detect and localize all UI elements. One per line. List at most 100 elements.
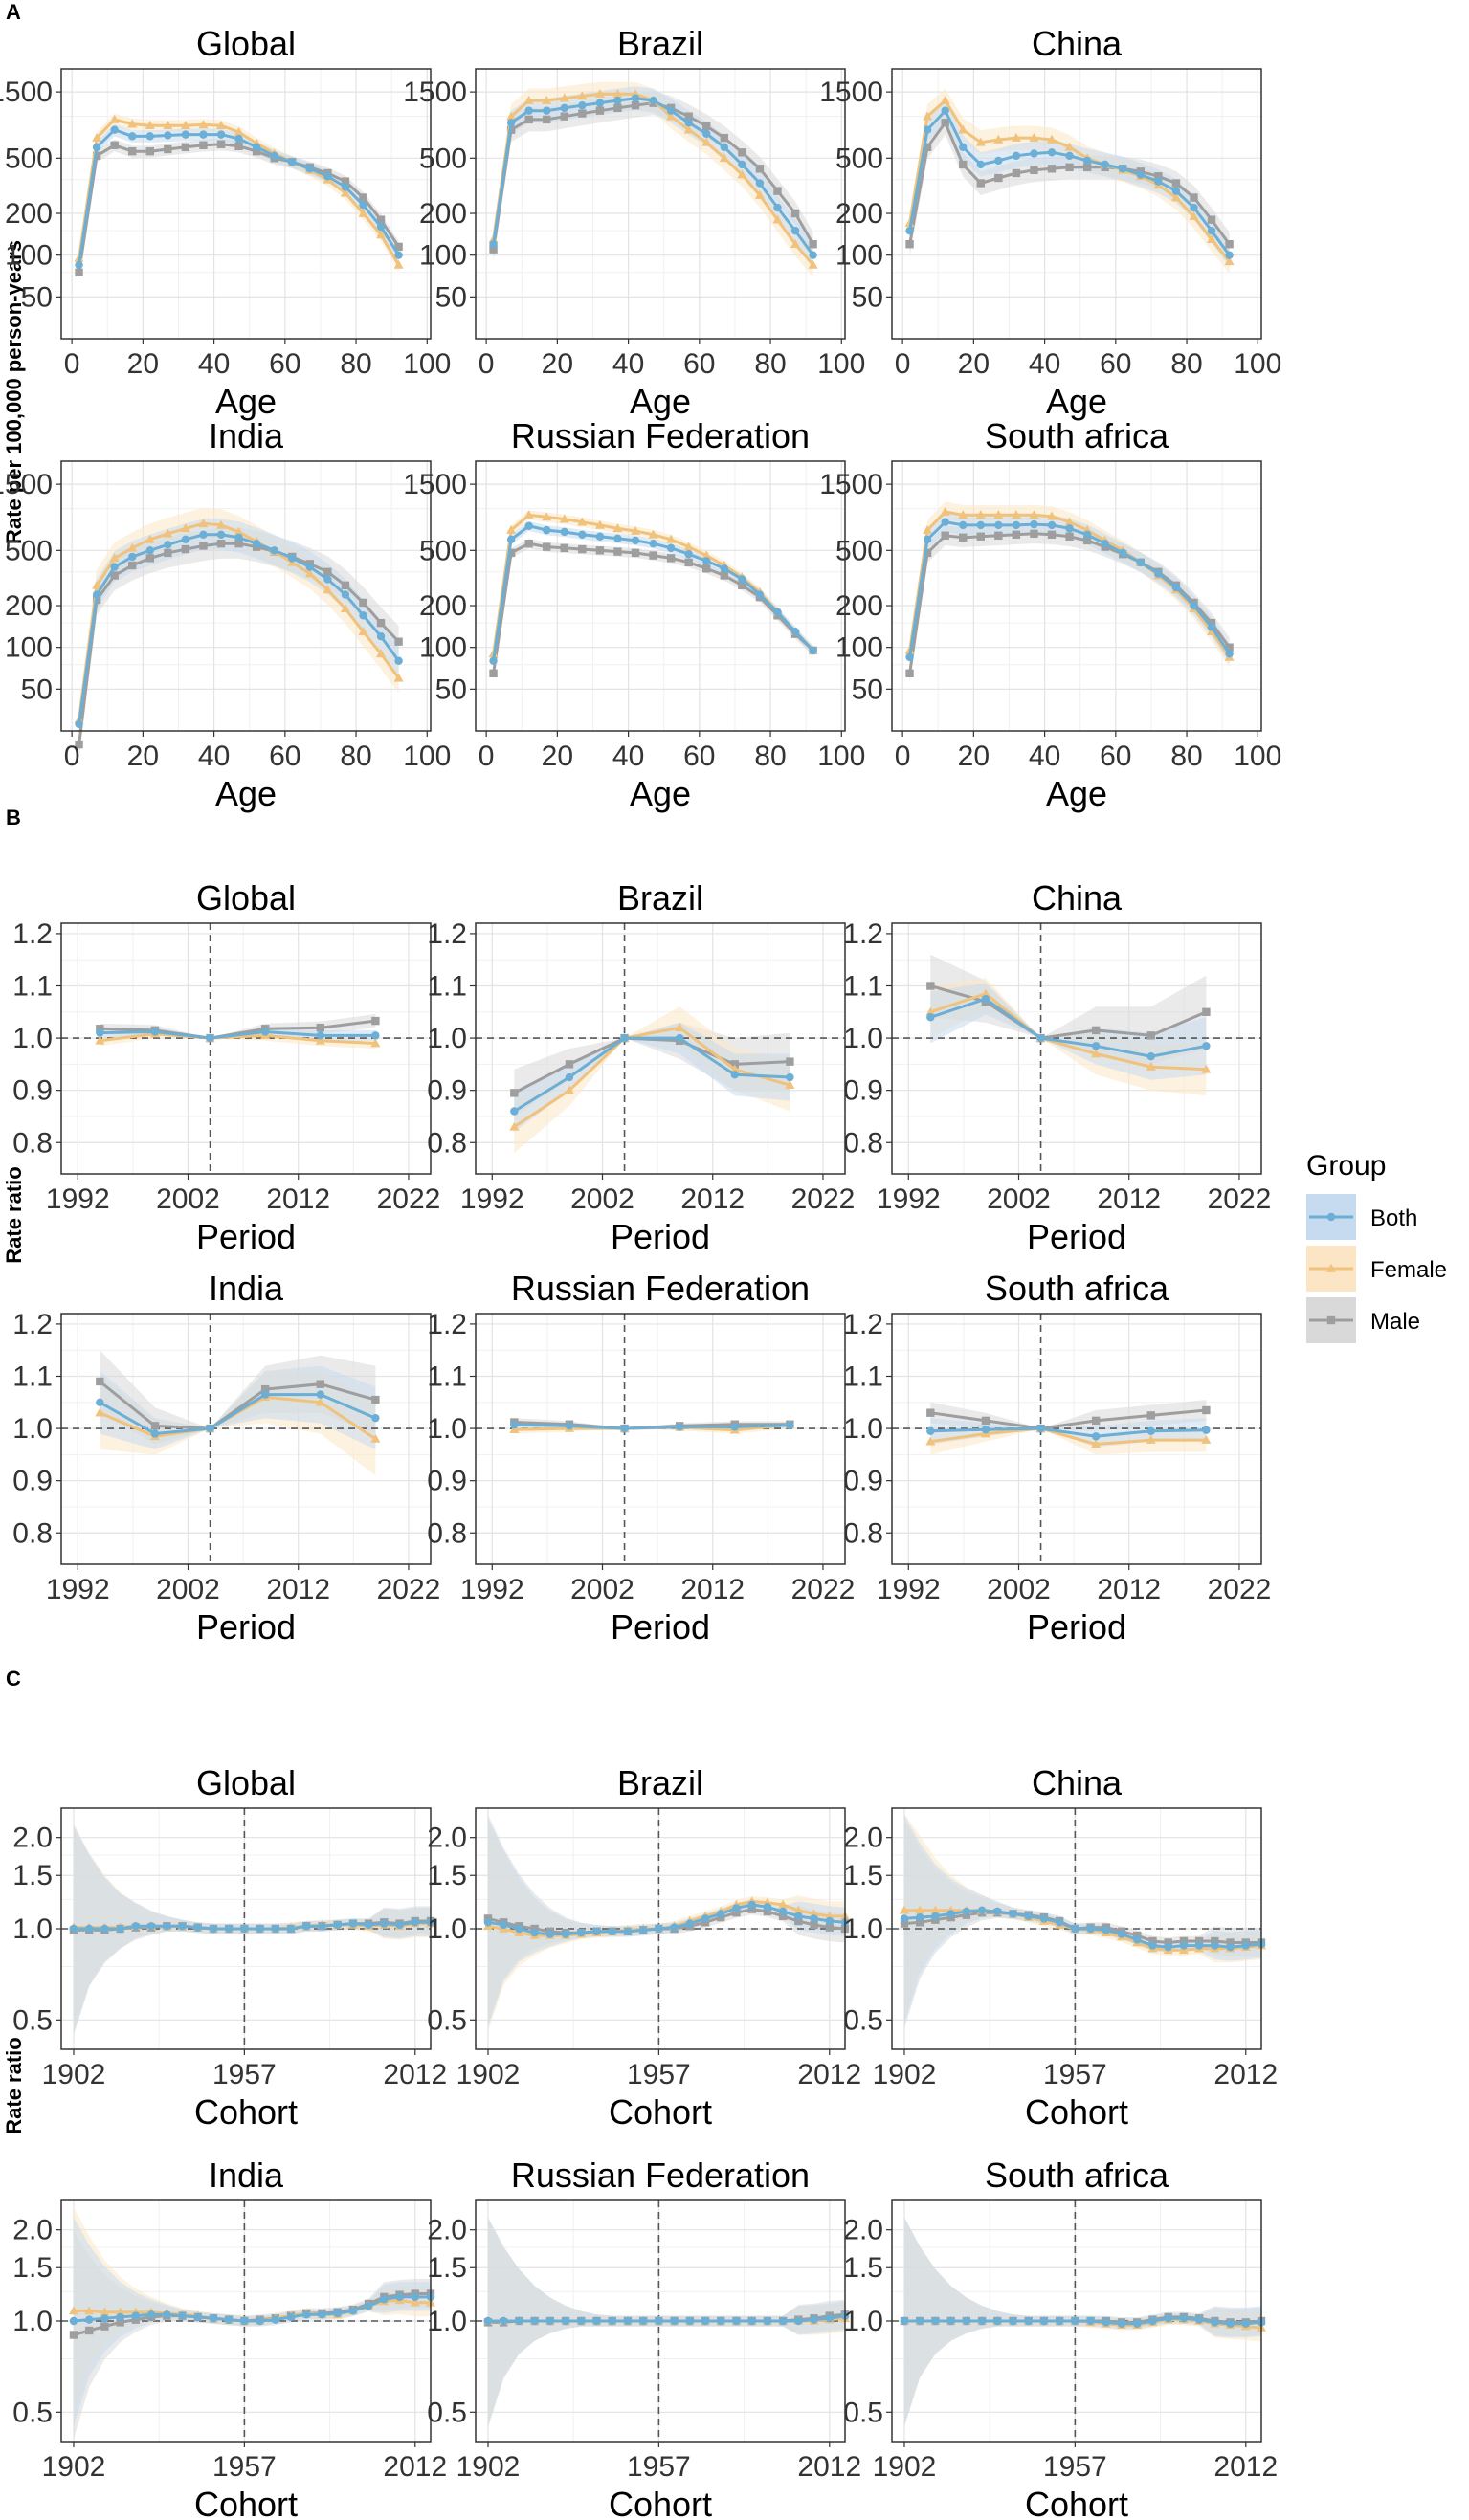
series-both bbox=[926, 994, 1211, 1061]
panel-b-global: 0.8 0.9 1.0 1.1 1.2 1992 2002 2012 2022 Global Per… bbox=[12, 878, 440, 1256]
data-point-both bbox=[543, 106, 551, 115]
data-point-both bbox=[178, 1922, 187, 1931]
panel-title: South africa bbox=[985, 1269, 1169, 1308]
data-point-both bbox=[1030, 519, 1038, 529]
data-point-both bbox=[592, 1927, 601, 1935]
x-tick-label: 2012 bbox=[1097, 1574, 1161, 1605]
data-point-both bbox=[1024, 1912, 1033, 1921]
panel-b-south-africa: 0.8 0.9 1.0 1.1 1.2 1992 2002 2012 2022 South afr… bbox=[843, 1269, 1271, 1647]
data-point-male bbox=[1030, 529, 1038, 539]
data-point-both bbox=[1065, 151, 1074, 161]
y-tick-label: 0.9 bbox=[843, 1466, 883, 1497]
data-point-both bbox=[84, 1924, 94, 1934]
x-tick-label: 40 bbox=[198, 741, 230, 772]
data-point-male bbox=[116, 2318, 124, 2327]
x-tick-label: 2002 bbox=[987, 1183, 1051, 1215]
data-point-both bbox=[561, 1930, 570, 1938]
x-tick-label: 1957 bbox=[627, 2059, 691, 2090]
data-point-both bbox=[271, 1924, 280, 1934]
data-point-both bbox=[395, 1920, 404, 1930]
data-point-male bbox=[489, 669, 498, 678]
data-point-female bbox=[84, 2306, 95, 2315]
data-point-male bbox=[595, 546, 605, 555]
y-tick-label: 0.5 bbox=[427, 2004, 467, 2036]
data-point-male bbox=[809, 240, 817, 249]
x-tick-label: 20 bbox=[958, 741, 990, 772]
data-point-both bbox=[348, 1919, 358, 1928]
data-point-male bbox=[730, 1060, 739, 1069]
x-tick-label: 1957 bbox=[212, 2059, 277, 2090]
plot-border bbox=[60, 460, 432, 732]
data-point-male bbox=[578, 109, 587, 118]
data-point-both bbox=[515, 2316, 523, 2326]
y-tick-label: 500 bbox=[419, 143, 467, 174]
data-point-female bbox=[958, 124, 968, 134]
data-point-male bbox=[359, 193, 367, 202]
series-both bbox=[510, 1421, 794, 1433]
data-point-both bbox=[595, 532, 605, 541]
data-point-both bbox=[128, 132, 137, 141]
data-point-female bbox=[785, 1080, 795, 1090]
series-both bbox=[905, 518, 1234, 662]
series-both bbox=[96, 1390, 380, 1438]
panel-title: India bbox=[209, 1269, 284, 1308]
data-point-female bbox=[993, 134, 1004, 144]
data-point-both bbox=[333, 1920, 342, 1930]
data-point-both bbox=[92, 143, 101, 152]
plot-area bbox=[61, 461, 431, 731]
data-point-both bbox=[1146, 1051, 1155, 1061]
data-point-male bbox=[976, 532, 985, 541]
y-tick-label: 50 bbox=[21, 674, 53, 705]
data-point-both bbox=[163, 2310, 171, 2319]
data-point-both bbox=[181, 535, 190, 544]
data-point-female bbox=[564, 1085, 574, 1094]
data-point-male bbox=[1030, 166, 1038, 175]
data-point-both bbox=[206, 1424, 214, 1433]
data-point-both bbox=[1091, 1432, 1101, 1441]
x-tick-label: 100 bbox=[403, 741, 451, 772]
data-point-female bbox=[340, 604, 350, 613]
data-point-both bbox=[1148, 2316, 1157, 2326]
y-tick-label: 1.2 bbox=[427, 1309, 467, 1340]
data-point-male bbox=[976, 179, 985, 188]
x-tick-label: 2012 bbox=[1213, 2451, 1278, 2483]
data-point-both bbox=[376, 222, 386, 232]
data-point-male bbox=[164, 548, 172, 558]
x-axis-label: Cohort bbox=[609, 2092, 712, 2132]
data-point-male bbox=[1202, 1007, 1211, 1016]
data-point-male bbox=[359, 598, 367, 608]
data-point-both bbox=[348, 2307, 358, 2315]
data-point-both bbox=[702, 557, 711, 565]
data-point-male bbox=[994, 531, 1003, 540]
data-point-both bbox=[506, 535, 516, 544]
series-line-female bbox=[930, 1426, 1207, 1447]
data-point-male bbox=[613, 103, 622, 113]
data-point-both bbox=[1039, 1914, 1049, 1923]
data-point-female bbox=[993, 510, 1004, 519]
y-tick-label: 0.8 bbox=[12, 1517, 53, 1549]
data-point-female bbox=[1064, 142, 1075, 151]
data-point-male bbox=[941, 531, 949, 540]
x-tick-label: 60 bbox=[1100, 741, 1131, 772]
y-tick-label: 0.8 bbox=[843, 1127, 883, 1159]
x-axis-label: Period bbox=[611, 1217, 710, 1256]
x-tick-label: 0 bbox=[895, 348, 911, 380]
x-tick-label: 1957 bbox=[212, 2451, 277, 2483]
x-tick-label: 2012 bbox=[797, 2059, 861, 2090]
data-point-male bbox=[926, 1408, 935, 1417]
x-tick-label: 1992 bbox=[877, 1574, 941, 1605]
x-axis-label: Period bbox=[1027, 1607, 1126, 1647]
data-point-female bbox=[358, 208, 368, 217]
data-point-both bbox=[825, 1916, 834, 1926]
y-tick-label: 100 bbox=[835, 240, 883, 272]
panel-c-global: 0.5 1.0 1.5 2.0 1902 1957 2012 Global Cohort bbox=[12, 1763, 447, 2132]
data-point-both bbox=[578, 530, 587, 539]
data-point-both bbox=[1148, 1941, 1157, 1950]
data-point-both bbox=[1190, 601, 1198, 610]
x-tick-label: 1957 bbox=[1043, 2451, 1107, 2483]
data-point-male bbox=[755, 165, 765, 173]
x-tick-label: 1902 bbox=[873, 2451, 937, 2483]
data-point-male bbox=[1211, 1936, 1219, 1946]
x-tick-label: 20 bbox=[127, 741, 159, 772]
x-tick-label: 60 bbox=[683, 741, 715, 772]
